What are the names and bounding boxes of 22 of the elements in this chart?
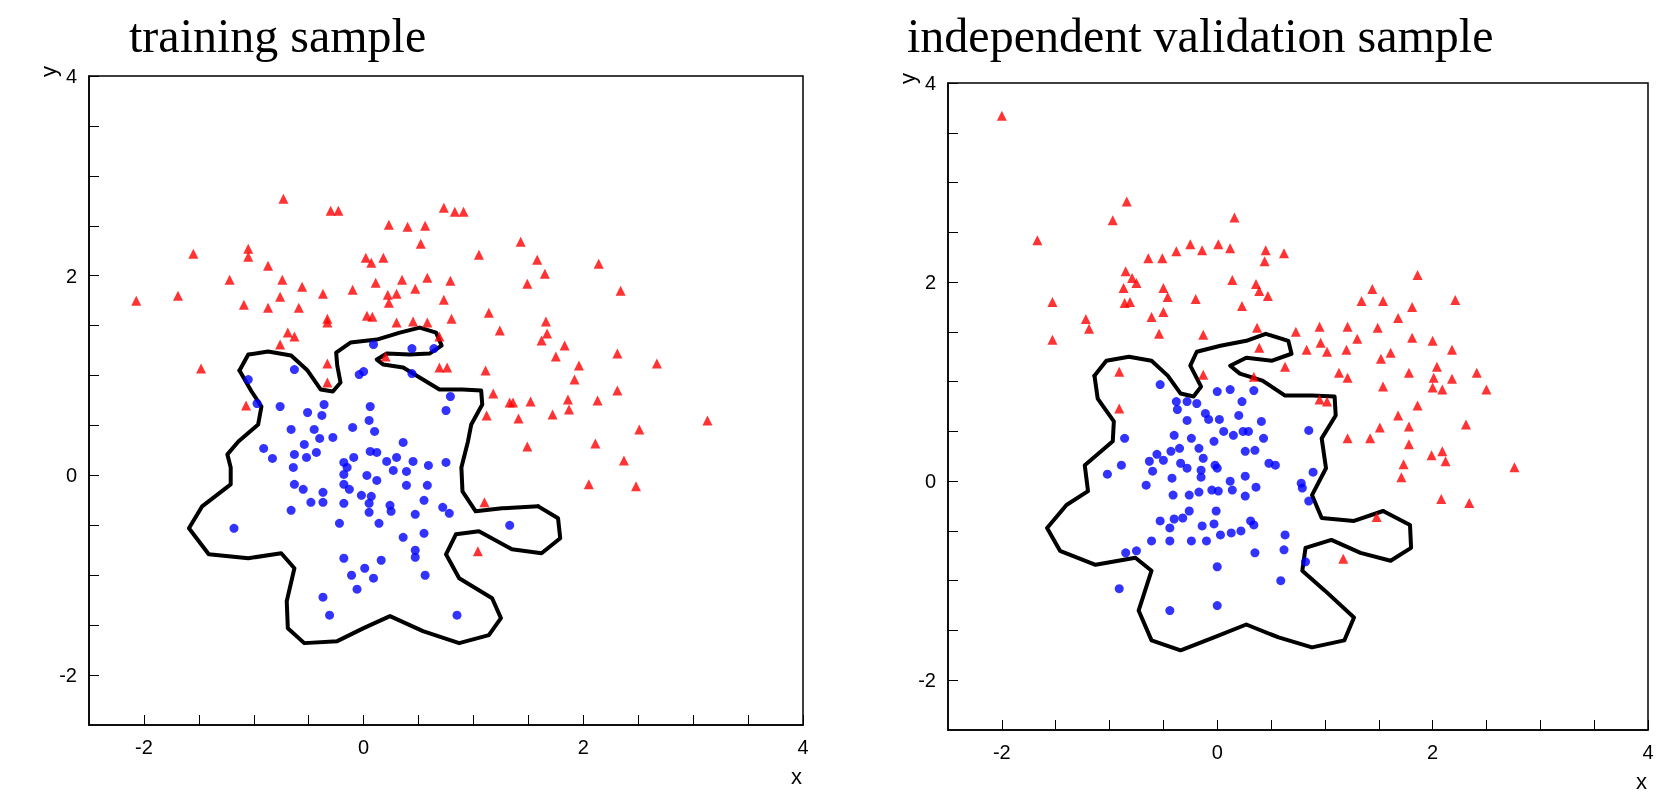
x-tick-label: 2 xyxy=(577,736,589,758)
y-tick-label: -2 xyxy=(59,664,77,687)
x-tick-label: 0 xyxy=(1211,741,1223,763)
x-axis-title: x xyxy=(1636,768,1647,794)
y-tick-label: -2 xyxy=(918,669,936,692)
y-axis-title: y xyxy=(35,66,61,77)
chart-title: independent validation sample xyxy=(907,8,1494,62)
y-tick-label: 4 xyxy=(65,65,77,87)
y-tick-label: 4 xyxy=(924,72,936,94)
x-tick-label: -2 xyxy=(992,741,1011,763)
y-axis-title: y xyxy=(894,73,920,84)
x-tick-label: 2 xyxy=(1427,741,1439,763)
x-tick-label: 4 xyxy=(1642,741,1654,763)
chart-title: training sample xyxy=(129,8,427,62)
y-tick-label: 0 xyxy=(65,464,77,487)
y-tick-label: 0 xyxy=(924,470,936,493)
y-tick-label: 2 xyxy=(65,264,77,287)
x-tick-label: -2 xyxy=(135,736,153,758)
y-tick-label: 2 xyxy=(924,271,936,294)
x-tick-label: 0 xyxy=(358,736,370,758)
x-tick-label: 4 xyxy=(797,736,809,758)
x-axis-title: x xyxy=(791,763,802,789)
